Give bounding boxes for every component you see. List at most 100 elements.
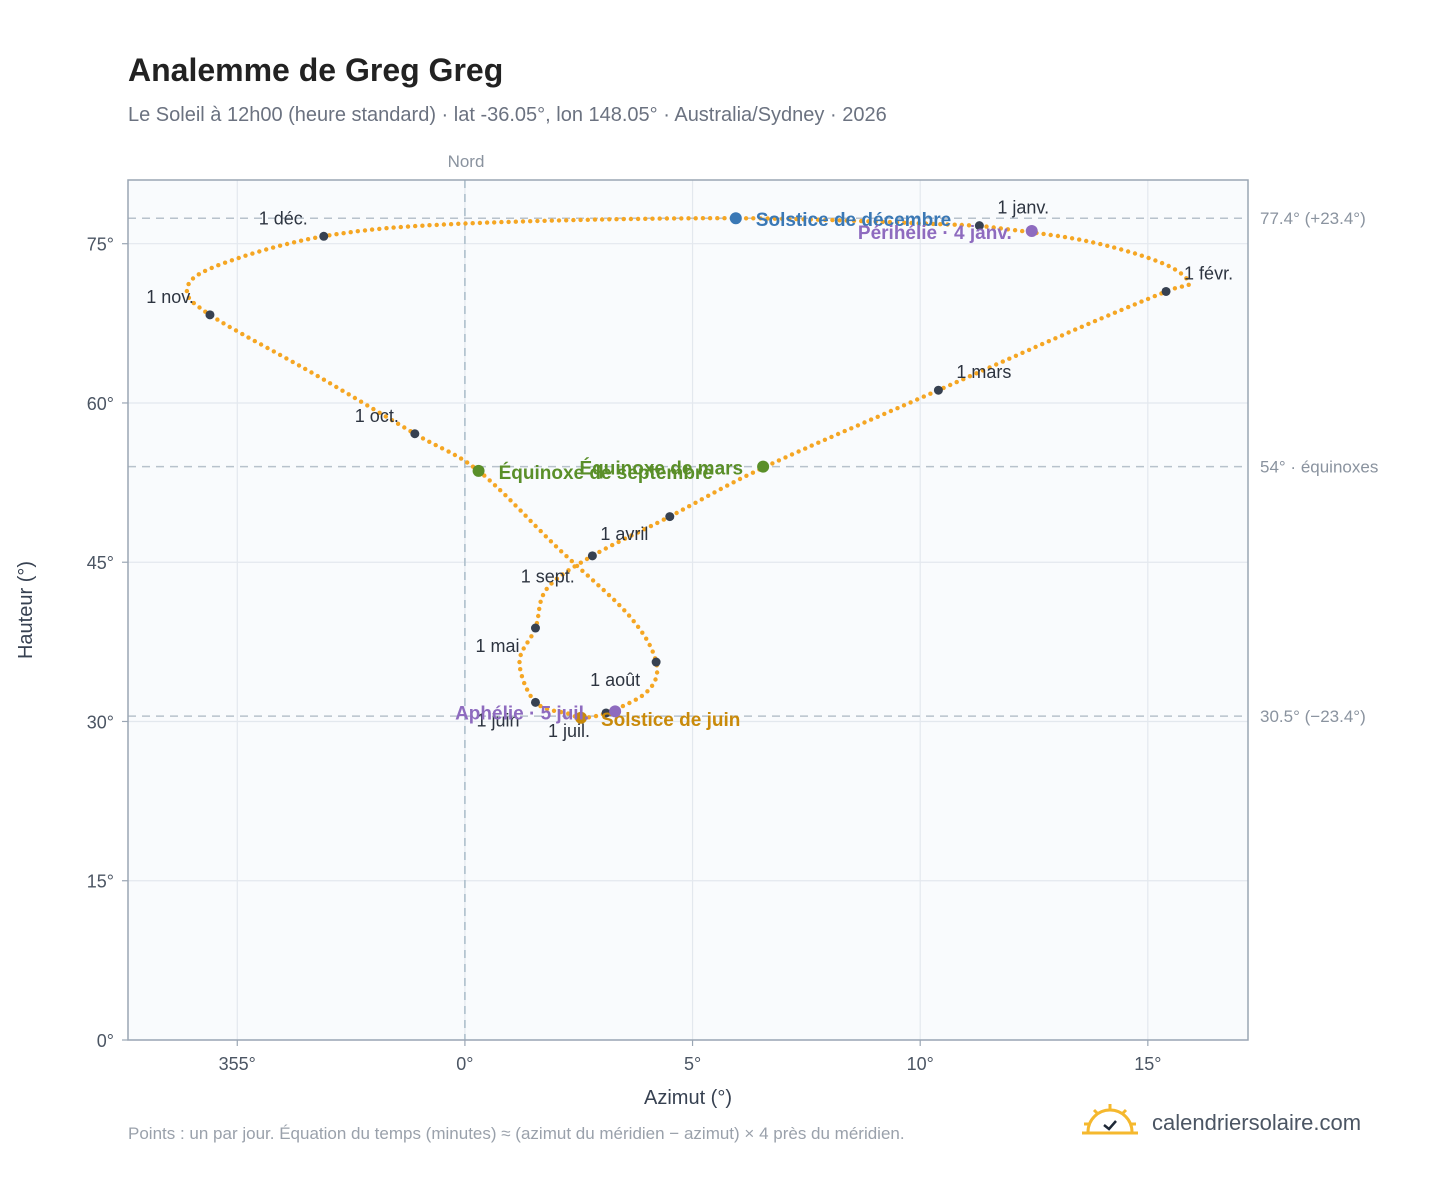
daily-sun-point: [915, 397, 920, 402]
daily-sun-point: [1033, 344, 1038, 350]
daily-sun-point: [365, 403, 370, 408]
daily-sun-point: [1184, 276, 1189, 281]
daily-sun-point: [560, 572, 565, 577]
daily-sun-point: [227, 324, 232, 330]
daily-sun-point: [340, 388, 345, 393]
daily-sun-point: [554, 576, 560, 581]
daily-sun-point: [610, 542, 615, 548]
daily-sun-point: [277, 352, 283, 358]
daily-sun-point: [558, 709, 564, 715]
chart-subtitle: Le Soleil à 12h00 (heure standard) · lat…: [128, 104, 887, 126]
north-label: Nord: [448, 152, 485, 171]
daily-sun-point: [252, 338, 257, 344]
daily-sun-point: [994, 362, 999, 367]
daily-sun-point: [1153, 258, 1158, 263]
daily-sun-point: [648, 523, 654, 529]
daily-sun-point: [1007, 356, 1012, 361]
daily-sun-point: [544, 586, 549, 592]
x-tick-label: 5°: [684, 1054, 701, 1074]
daily-sun-point: [544, 706, 550, 712]
daily-sun-point: [693, 216, 698, 221]
daily-sun-point: [816, 440, 821, 445]
daily-sun-point: [808, 217, 813, 222]
daily-sun-point: [549, 581, 554, 586]
daily-sun-point: [657, 216, 662, 221]
event-label: Équinoxe de mars: [579, 458, 743, 480]
daily-sun-point: [1112, 310, 1118, 315]
x-tick-label: 355°: [219, 1054, 256, 1074]
daily-sun-point: [487, 478, 492, 483]
daily-sun-point: [236, 255, 241, 261]
daily-sun-point: [599, 217, 605, 222]
daily-sun-point: [506, 219, 511, 225]
daily-sun-point: [346, 392, 351, 397]
daily-sun-point: [543, 534, 548, 539]
daily-sun-point: [265, 345, 270, 351]
y-tick-label: 75°: [87, 235, 114, 255]
daily-sun-point: [186, 281, 191, 287]
daily-sun-point: [303, 366, 308, 372]
daily-sun-point: [796, 449, 801, 454]
daily-sun-point: [427, 439, 432, 444]
daily-sun-point: [928, 391, 933, 396]
daily-sun-point: [849, 426, 854, 431]
daily-sun-point: [645, 689, 650, 694]
daily-sun-point: [580, 568, 585, 573]
daily-sun-point: [614, 217, 619, 222]
reference-line-label: 77.4° (+23.4°): [1260, 209, 1366, 228]
daily-sun-point: [284, 356, 289, 361]
daily-sun-point: [1159, 260, 1165, 266]
daily-sun-point: [536, 613, 541, 619]
daily-sun-point: [1053, 336, 1058, 341]
daily-sun-point: [542, 218, 547, 223]
daily-sun-point: [842, 428, 847, 434]
daily-sun-point: [538, 703, 543, 709]
daily-sun-point: [639, 693, 645, 699]
daily-sun-point: [190, 276, 196, 281]
daily-sun-point: [186, 295, 192, 300]
axis-ticks: 355° 0° 5° 10° 15° 0° 15° 30° 45° 60° 75°: [87, 235, 1162, 1074]
daily-sun-point: [930, 221, 936, 227]
month-label: 1 févr.: [1184, 263, 1233, 283]
daily-sun-point: [855, 423, 861, 428]
daily-sun-point: [880, 219, 885, 225]
daily-sun-point: [334, 232, 339, 237]
daily-sun-point: [1005, 227, 1011, 232]
daily-sun-point: [961, 377, 966, 382]
chart-title: Analemme de Greg Greg: [128, 52, 504, 88]
daily-sun-point: [584, 556, 590, 562]
daily-sun-point: [463, 221, 468, 226]
daily-sun-point: [822, 437, 828, 442]
daily-sun-point: [631, 619, 636, 624]
daily-sun-point: [202, 268, 208, 274]
daily-sun-point: [184, 288, 190, 294]
daily-sun-point: [873, 219, 878, 224]
daily-sun-point: [458, 456, 464, 461]
daily-sun-point: [959, 222, 964, 228]
daily-sun-point: [829, 434, 834, 440]
daily-sun-point: [783, 455, 788, 460]
daily-sun-point: [909, 220, 914, 226]
daily-sun-point: [321, 377, 327, 382]
daily-sun-point: [1013, 353, 1019, 358]
month-label: 1 janv.: [997, 198, 1049, 218]
y-tick-label: 15°: [87, 872, 114, 892]
daily-sun-point: [1046, 339, 1052, 344]
daily-sun-point: [523, 513, 528, 518]
daily-sun-point: [413, 223, 418, 229]
daily-sun-point: [859, 218, 864, 224]
daily-sun-point: [967, 374, 973, 379]
daily-sun-point: [452, 452, 458, 458]
daily-sun-point: [844, 218, 849, 223]
daily-sun-point: [686, 216, 691, 221]
daily-sun-point: [1152, 293, 1158, 299]
y-tick-label: 0°: [97, 1031, 114, 1051]
daily-sun-point: [1186, 282, 1191, 287]
daily-sun-point: [700, 216, 706, 221]
daily-sun-point: [508, 498, 513, 503]
daily-sun-point: [680, 507, 686, 512]
daily-sun-point: [571, 217, 576, 223]
brand-logo[interactable]: calendriersolaire.com: [1082, 1102, 1382, 1146]
month-marker: [974, 221, 984, 231]
